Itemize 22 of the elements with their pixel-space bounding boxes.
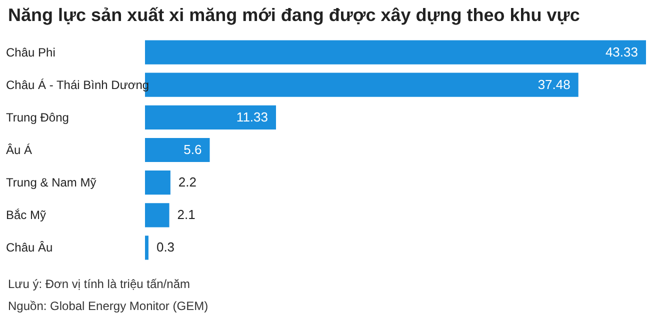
data-label: 0.3 bbox=[156, 240, 175, 255]
data-label: 37.48 bbox=[538, 76, 570, 92]
y-tick-label: Trung & Nam Mỹ bbox=[6, 176, 96, 190]
data-label: 43.33 bbox=[605, 44, 638, 60]
bar bbox=[145, 170, 170, 195]
data-label: 2.2 bbox=[178, 174, 197, 190]
y-tick-label: Châu Âu bbox=[6, 240, 53, 255]
y-tick-label: Âu Á bbox=[6, 143, 32, 157]
bar bbox=[145, 40, 646, 64]
bar bbox=[145, 105, 276, 130]
text: Nguồn: Global Energy Monitor (GEM) bbox=[8, 299, 208, 313]
data-label: 2.1 bbox=[177, 207, 196, 222]
y-tick-label: Bắc Mỹ bbox=[6, 208, 46, 222]
text: Lưu ý: Đơn vị tính là triệu tấn/năm bbox=[8, 277, 190, 291]
y-tick-label: Trung Đông bbox=[6, 110, 69, 124]
data-label: 11.33 bbox=[236, 109, 268, 124]
y-tick-label: Châu Phi bbox=[6, 45, 56, 60]
chart-title: Năng lực sản xuất xi măng mới đang được xây dựng theo khu vực bbox=[8, 5, 580, 25]
bar bbox=[145, 236, 148, 260]
data-label: 5.6 bbox=[184, 142, 202, 157]
bar bbox=[145, 203, 170, 228]
bar bbox=[145, 138, 210, 162]
